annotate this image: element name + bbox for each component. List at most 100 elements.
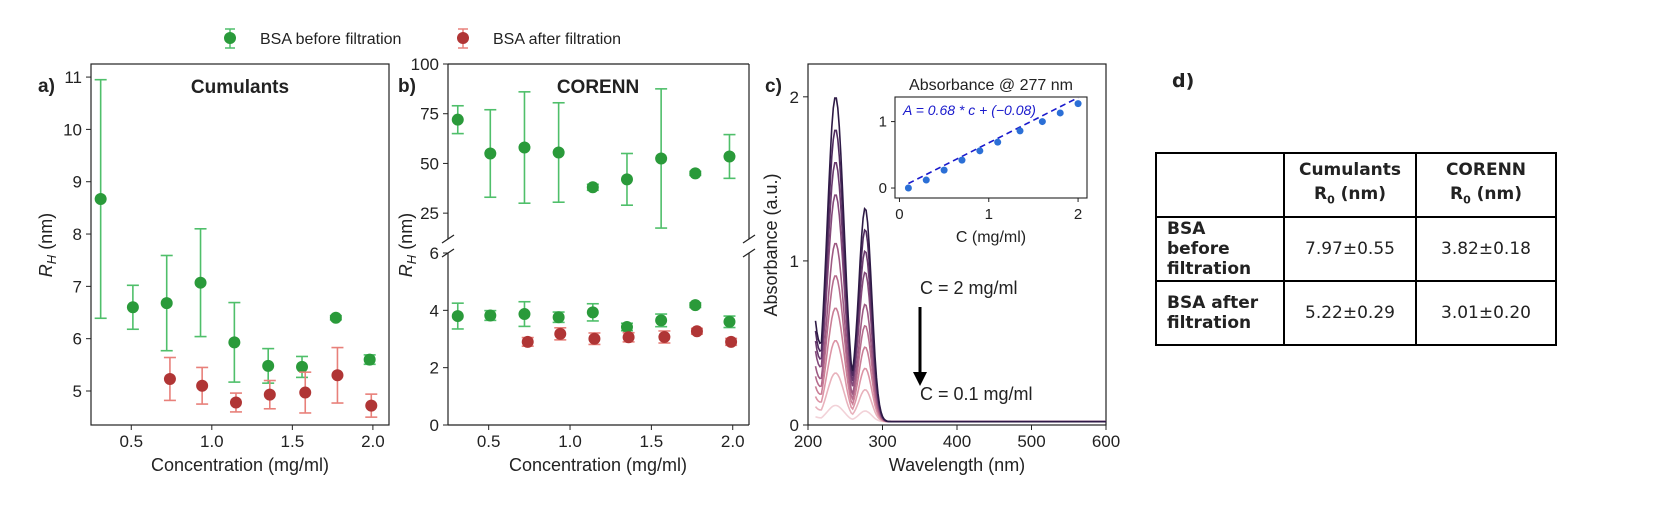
legend-after-label: BSA after filtration [493, 31, 621, 48]
panel-b-point [620, 320, 633, 333]
annotation-bottom: C = 0.1 mg/ml [920, 384, 1033, 404]
panel-a-xtick-label: 2.0 [361, 432, 385, 451]
panel-c-letter: c) [765, 76, 782, 97]
panel-a-ytick-label: 7 [73, 277, 82, 296]
panel-b-point [655, 314, 668, 327]
inset-point [994, 138, 1002, 146]
axis-break-marks [441, 234, 756, 258]
panel-b-bottom-ytick-label: 2 [430, 359, 439, 378]
inset-ytick-label: 0 [879, 180, 887, 197]
panel-a-xtick-label: 1.5 [281, 432, 305, 451]
panel-a-ytick-label: 11 [64, 68, 82, 87]
inset-point [1016, 127, 1024, 135]
panel-a: a) Cumulants Concentration (mg/ml) RH (n… [36, 63, 390, 475]
inset-xtick-label: 2 [1074, 206, 1082, 223]
panel-a-point [94, 192, 107, 205]
table-header-row: Cumulants R0 (nm) CORENN R0 (nm) [1155, 152, 1557, 218]
panel-a-point [160, 297, 173, 310]
panel-b-bottom-ytick-label: 4 [430, 301, 439, 320]
panel-b-top-point [518, 141, 531, 154]
panel-b-point [622, 331, 635, 344]
panel-b-top-point [451, 113, 464, 126]
panel-a-ytick-label: 5 [73, 382, 82, 401]
panel-a-point [163, 372, 176, 385]
panel-b-xtick-label: 2.0 [721, 432, 745, 451]
panel-a-point [296, 360, 309, 373]
inset-fit-line [908, 96, 1079, 185]
panel-b-bottom-ytick-label: 0 [430, 416, 439, 435]
panel-b-point [588, 332, 601, 345]
inset-point [904, 184, 912, 192]
results-table-container: Cumulants R0 (nm) CORENN R0 (nm) BSA befor… [1155, 152, 1557, 346]
panel-b-xtick-label: 0.5 [477, 432, 501, 451]
panel-c-ytick-label: 2 [790, 88, 799, 107]
panel-a-point [365, 399, 378, 412]
table-row: BSA before filtration 7.97±0.55 3.82±0.1… [1155, 216, 1557, 282]
panel-c-xtick-label: 500 [1017, 432, 1045, 451]
panel-a-ytick-label: 9 [73, 173, 82, 192]
legend: BSA before filtration BSA after filtrati… [224, 28, 621, 49]
panel-c-ylabel: Absorbance (a.u.) [761, 173, 781, 316]
spectrum-line [815, 404, 1106, 423]
panel-b-top-ytick-label: 100 [411, 55, 439, 74]
panel-a-point [196, 379, 209, 392]
panel-b-point [552, 311, 565, 324]
header-cumulants-text: Cumulants [1298, 159, 1402, 180]
legend-before-marker [224, 32, 236, 44]
inset-ytick-label: 1 [879, 114, 887, 131]
panel-b-bottom-ytick-label: 6 [430, 244, 439, 263]
panel-a-point [329, 311, 342, 324]
panel-b-top-point [723, 150, 736, 163]
panel-c-xtick-label: 600 [1092, 432, 1120, 451]
panel-a-xtick-label: 1.0 [200, 432, 224, 451]
panel-c: c) Wavelength (nm) Absorbance (a.u.) 200… [761, 63, 1120, 475]
panel-b-top-point [655, 152, 668, 165]
panel-b-top-point [620, 173, 633, 186]
panel-b-top-point [552, 146, 565, 159]
table-header-empty [1155, 152, 1285, 218]
inset-xtick-label: 0 [895, 206, 903, 223]
panel-b-point [451, 310, 464, 323]
table-header-cumulants: Cumulants R0 (nm) [1283, 152, 1417, 218]
inset-point [1038, 118, 1046, 126]
panel-b-point [723, 315, 736, 328]
panel-a-ytick-label: 8 [73, 225, 82, 244]
results-table: Cumulants R0 (nm) CORENN R0 (nm) BSA befor… [1155, 152, 1557, 346]
inset-equation: A = 0.68 * c + (−0.08) [902, 102, 1036, 118]
panel-b-xtick-label: 1.5 [640, 432, 664, 451]
panel-c-xtick-label: 300 [868, 432, 896, 451]
panel-c-ytick-label: 1 [790, 252, 799, 271]
panel-b-point [689, 299, 702, 312]
panel-a-ytick-label: 10 [63, 120, 82, 139]
panel-a-ylabel: RH (nm) [36, 213, 59, 277]
panel-b-top-point [484, 147, 497, 160]
panel-c-xtick-label: 200 [794, 432, 822, 451]
panel-b-top-point [689, 167, 702, 180]
row-label: BSA before filtration [1155, 216, 1285, 282]
header-corenn-text: CORENN [1445, 159, 1527, 180]
table-cell: 3.82±0.18 [1415, 216, 1557, 282]
inset-point [940, 166, 948, 174]
panel-b-point [518, 308, 531, 321]
row-label: BSA after filtration [1155, 280, 1285, 346]
panel-a-point [263, 388, 276, 401]
panel-b-point [484, 309, 497, 322]
table-cell: 7.97±0.55 [1283, 216, 1417, 282]
legend-before-label: BSA before filtration [260, 31, 401, 48]
inset-title: Absorbance @ 277 nm [909, 77, 1073, 94]
annotation-top: C = 2 mg/ml [920, 278, 1018, 298]
panel-b-point [521, 335, 534, 348]
panel-a-point [299, 386, 312, 399]
inset-point [958, 156, 966, 164]
panel-b-point [658, 330, 671, 343]
panel-a-point [126, 301, 139, 314]
legend-after-marker [457, 32, 469, 44]
inset-point [1074, 100, 1082, 108]
panel-a-point [229, 396, 242, 409]
panel-a-ytick-label: 6 [73, 330, 82, 349]
table-cell: 3.01±0.20 [1415, 280, 1557, 346]
panel-a-title: Cumulants [191, 77, 289, 98]
panel-a-point [228, 336, 241, 349]
table-header-corenn: CORENN R0 (nm) [1415, 152, 1557, 218]
